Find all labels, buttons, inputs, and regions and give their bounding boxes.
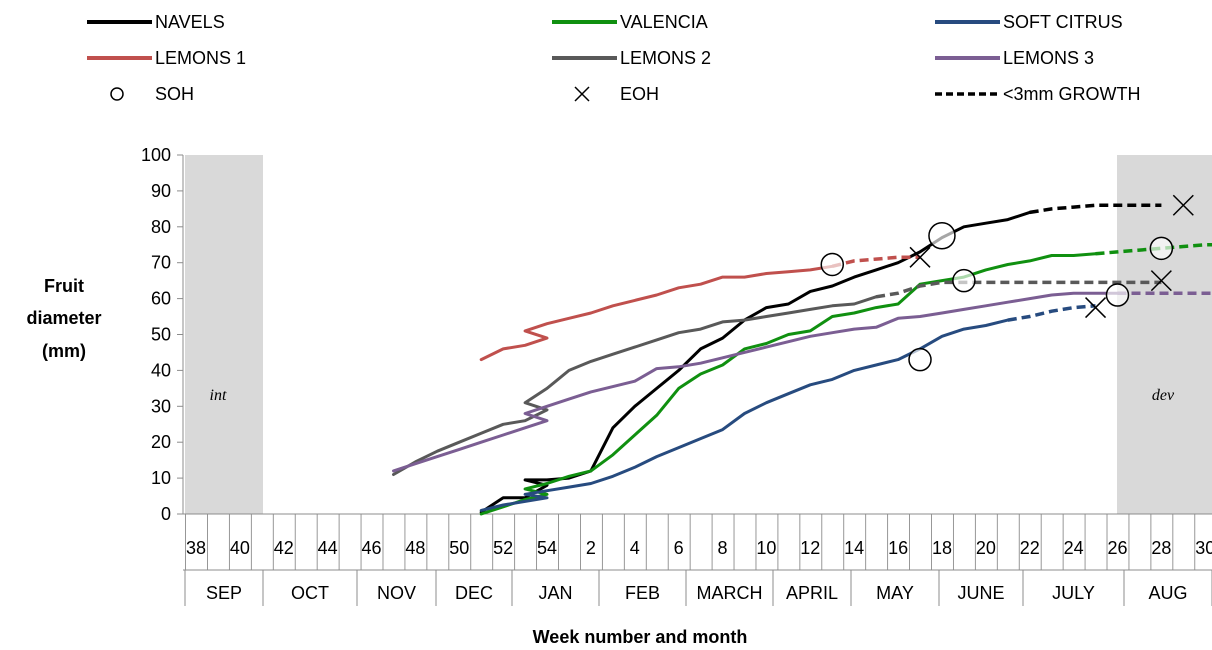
series-line-lemons-2 xyxy=(392,295,878,476)
legend-soh-label: SOH xyxy=(155,84,194,104)
series-dashed-valencia xyxy=(1095,243,1212,256)
shaded-region-dev xyxy=(1117,155,1212,514)
series-dashed-lemons-2 xyxy=(875,280,1162,299)
y-tick-label: 80 xyxy=(151,217,171,237)
x-tick-label: 6 xyxy=(674,538,684,558)
series-dashed-lemons-1 xyxy=(831,255,920,268)
soh-marker xyxy=(820,252,845,277)
soh-marker xyxy=(1105,283,1130,307)
legend-lemons-1-label: LEMONS 1 xyxy=(155,48,246,68)
series-line-valencia xyxy=(479,252,1097,516)
legend-soft-citrus-label: SOFT CITRUS xyxy=(1003,12,1123,32)
y-tick-label: 50 xyxy=(151,325,171,345)
y-tick-label: 20 xyxy=(151,432,171,452)
series-dashed-navels xyxy=(1029,203,1162,215)
x-tick-label: 26 xyxy=(1107,538,1127,558)
x-tick-label: 4 xyxy=(630,538,640,558)
y-tick-label: 0 xyxy=(161,504,171,524)
legend-lemons-3-label: LEMONS 3 xyxy=(1003,48,1094,68)
eoh-marker xyxy=(1085,297,1107,319)
series-lines xyxy=(392,203,1212,516)
x-tick-label: 22 xyxy=(1020,538,1040,558)
month-label: AUG xyxy=(1148,583,1187,603)
x-tick-label: 20 xyxy=(976,538,996,558)
legend: NAVELS VALENCIA SOFT CITRUS LEMONS 1 LEMONS … xyxy=(87,12,1141,104)
x-tick-label: 8 xyxy=(718,538,728,558)
eoh-marker xyxy=(1150,270,1172,292)
legend--3mm-growth-label: <3mm GROWTH xyxy=(1003,84,1141,104)
x-tick-label: 52 xyxy=(493,538,513,558)
month-label: JUNE xyxy=(957,583,1004,603)
y-tick-label: 90 xyxy=(151,181,171,201)
month-label: MAY xyxy=(876,583,914,603)
x-tick-label: 12 xyxy=(800,538,820,558)
series-line-lemons-3 xyxy=(392,291,1119,473)
legend-eoh-label: EOH xyxy=(620,84,659,104)
y-tick-label: 100 xyxy=(141,145,171,165)
y-tick-label: 70 xyxy=(151,253,171,273)
y-tick-label: 10 xyxy=(151,468,171,488)
shaded-region-int xyxy=(185,155,263,514)
x-tick-label: 42 xyxy=(274,538,294,558)
x-tick-label: 28 xyxy=(1151,538,1171,558)
month-label: DEC xyxy=(455,583,493,603)
soh-marker xyxy=(952,268,976,293)
y-axis-label-line-1: Fruit xyxy=(44,276,84,296)
x-tick-label: 40 xyxy=(230,538,250,558)
x-tick-label: 38 xyxy=(186,538,206,558)
soh-marker xyxy=(1149,236,1174,261)
y-axis-label-line-2: diameter xyxy=(26,308,101,328)
eoh-marker xyxy=(1172,194,1194,216)
month-label: SEP xyxy=(206,583,242,603)
x-tick-label: 46 xyxy=(362,538,382,558)
legend-eoh-swatch xyxy=(574,86,590,102)
month-label: JULY xyxy=(1052,583,1095,603)
month-label: APRIL xyxy=(786,583,838,603)
x-tick-label: 2 xyxy=(586,538,596,558)
x-axis-label: Week number and month xyxy=(533,627,748,647)
y-axis-label-line-3: (mm) xyxy=(42,341,86,361)
x-tick-label: 16 xyxy=(888,538,908,558)
x-tick-label: 10 xyxy=(756,538,776,558)
x-tick-label: 48 xyxy=(405,538,425,558)
y-tick-label: 40 xyxy=(151,360,171,380)
x-tick-label: 30 xyxy=(1195,538,1212,558)
shaded-region-label: dev xyxy=(1152,387,1175,404)
soh-marker xyxy=(928,222,956,250)
markers xyxy=(820,194,1194,372)
month-label: FEB xyxy=(625,583,660,603)
series-line-navels xyxy=(479,210,1032,514)
x-tick-label: 24 xyxy=(1064,538,1084,558)
axis-labels: Fruit diameter (mm) Week number and mont… xyxy=(26,276,747,647)
x-tick-label: 14 xyxy=(844,538,864,558)
legend-navels-label: NAVELS xyxy=(155,12,225,32)
month-label: JAN xyxy=(538,583,572,603)
month-label: NOV xyxy=(377,583,416,603)
eoh-marker xyxy=(909,246,931,268)
legend-lemons-2-label: LEMONS 2 xyxy=(620,48,711,68)
shaded-regions: int dev xyxy=(185,155,1212,514)
x-tick-label: 50 xyxy=(449,538,469,558)
legend-valencia-label: VALENCIA xyxy=(620,12,708,32)
x-tick-label: 44 xyxy=(318,538,338,558)
y-tick-label: 30 xyxy=(151,396,171,416)
month-label: MARCH xyxy=(697,583,763,603)
shaded-region-label: int xyxy=(210,387,227,404)
series-line-lemons-1 xyxy=(479,264,834,362)
month-label: OCT xyxy=(291,583,329,603)
y-tick-label: 60 xyxy=(151,289,171,309)
series-dashed-soft-citrus xyxy=(1007,304,1096,322)
soh-marker xyxy=(908,347,932,372)
legend-soh-swatch xyxy=(110,87,124,101)
x-tick-label: 54 xyxy=(537,538,557,558)
x-tick-label: 18 xyxy=(932,538,952,558)
